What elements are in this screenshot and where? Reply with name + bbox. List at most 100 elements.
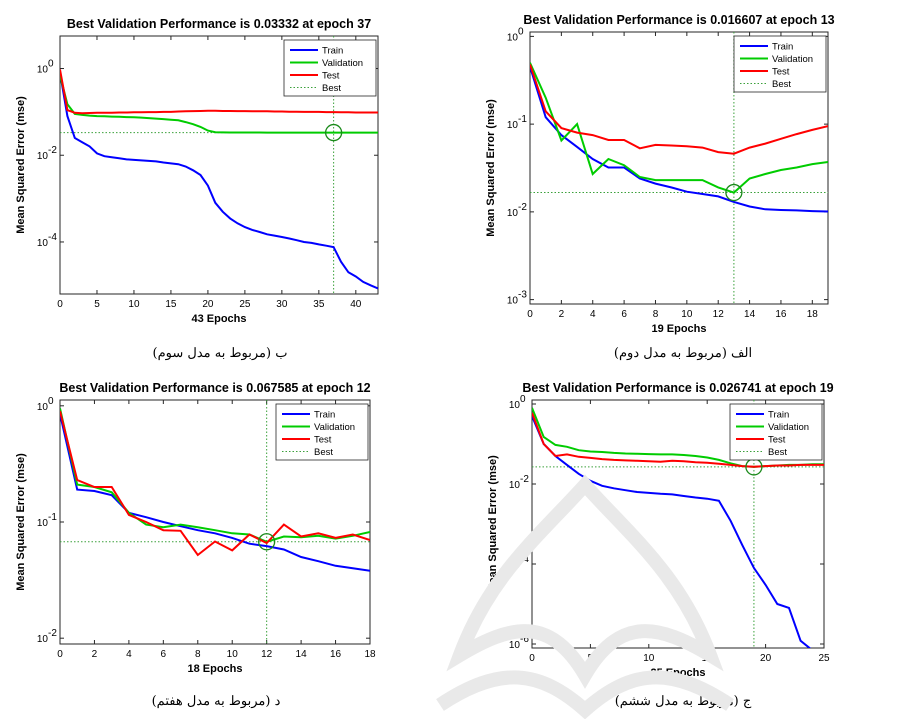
x-axis-label: 25 Epochs xyxy=(650,667,705,679)
x-tick-label: 14 xyxy=(296,649,308,660)
x-tick-label: 15 xyxy=(165,299,177,310)
legend-label: Best xyxy=(768,447,787,458)
legend-label: Best xyxy=(314,447,333,458)
x-tick-label: 16 xyxy=(775,309,787,320)
chart-panel-bottom-left: Best Validation Performance is 0.067585 … xyxy=(8,380,424,716)
best-marker xyxy=(324,123,343,142)
x-tick-label: 12 xyxy=(713,309,725,320)
legend-label: Test xyxy=(772,67,790,78)
x-tick-label: 2 xyxy=(559,309,565,320)
chart-title: Best Validation Performance is 0.067585 … xyxy=(59,381,370,395)
series-line-validation xyxy=(60,408,370,543)
x-tick-label: 16 xyxy=(330,649,342,660)
x-tick-label: 5 xyxy=(94,299,100,310)
y-tick-label: 10 xyxy=(37,65,49,76)
y-tick-exponent: -1 xyxy=(48,512,57,523)
legend-label: Validation xyxy=(772,54,813,65)
y-tick-label: 10 xyxy=(509,560,521,571)
y-tick-exponent: -4 xyxy=(520,554,529,565)
x-tick-label: 40 xyxy=(350,299,362,310)
legend-label: Train xyxy=(768,410,789,421)
y-tick-exponent: -1 xyxy=(518,114,527,125)
x-tick-label: 0 xyxy=(57,649,63,660)
y-tick-exponent: -2 xyxy=(48,628,57,639)
legend-label: Best xyxy=(772,79,791,90)
chart-title: Best Validation Performance is 0.026741 … xyxy=(522,381,833,395)
y-axis-label: Mean Squared Error (mse) xyxy=(15,453,27,591)
legend-label: Best xyxy=(322,83,341,94)
x-tick-label: 0 xyxy=(57,299,63,310)
legend-label: Validation xyxy=(314,422,355,433)
x-tick-label: 8 xyxy=(653,309,659,320)
series-line-validation xyxy=(60,74,378,134)
x-tick-label: 20 xyxy=(202,299,214,310)
y-tick-exponent: 0 xyxy=(48,396,54,407)
y-tick-label: 10 xyxy=(37,634,49,645)
chart-title: Best Validation Performance is 0.03332 a… xyxy=(67,17,371,31)
y-tick-label: 10 xyxy=(37,518,49,529)
x-axis-label: 19 Epochs xyxy=(651,323,706,335)
y-tick-label: 10 xyxy=(507,208,519,219)
x-tick-label: 10 xyxy=(227,649,239,660)
caption-bottom-left: د (مربوط به مدل هفتم) xyxy=(151,694,281,709)
legend-label: Validation xyxy=(768,422,809,433)
x-tick-label: 10 xyxy=(643,653,655,664)
y-tick-exponent: -6 xyxy=(520,634,529,645)
chart-top-left: Best Validation Performance is 0.03332 a… xyxy=(15,17,379,325)
x-tick-label: 6 xyxy=(621,309,627,320)
y-tick-label: 10 xyxy=(507,120,519,131)
series-line-train xyxy=(60,72,378,290)
y-axis-label: Mean Squared Error (mse) xyxy=(485,99,497,237)
y-tick-label: 10 xyxy=(507,296,519,307)
x-tick-label: 10 xyxy=(681,309,693,320)
caption-top-right: الف (مربوط به مدل دوم) xyxy=(613,346,753,361)
y-tick-label: 10 xyxy=(507,32,519,43)
x-tick-label: 6 xyxy=(161,649,167,660)
series-group xyxy=(60,69,378,290)
x-tick-label: 12 xyxy=(261,649,273,660)
series-group xyxy=(60,408,370,572)
caption-top-left: ب (مربوط به مدل سوم) xyxy=(152,346,288,361)
caption-bottom-right: ج (مربوط به مدل ششم) xyxy=(614,694,752,709)
x-tick-label: 35 xyxy=(313,299,325,310)
y-tick-label: 10 xyxy=(509,640,521,651)
legend-label: Train xyxy=(772,42,793,53)
y-tick-exponent: 0 xyxy=(518,26,524,37)
y-axis-label: Mean Squared Error (mse) xyxy=(15,96,27,234)
y-tick-exponent: -3 xyxy=(518,290,527,301)
x-tick-label: 14 xyxy=(744,309,756,320)
chart-panel-top-left: Best Validation Performance is 0.03332 a… xyxy=(4,8,436,364)
x-tick-label: 5 xyxy=(588,653,594,664)
chart-top-right: Best Validation Performance is 0.016607 … xyxy=(485,13,835,335)
series-line-test xyxy=(530,64,828,155)
x-tick-label: 4 xyxy=(126,649,132,660)
series-line-train xyxy=(530,66,828,213)
x-tick-label: 10 xyxy=(128,299,140,310)
y-tick-exponent: -2 xyxy=(518,202,527,213)
y-tick-exponent: 0 xyxy=(520,394,526,405)
x-axis-label: 43 Epochs xyxy=(191,313,246,325)
y-tick-label: 10 xyxy=(37,238,49,249)
legend-label: Test xyxy=(314,435,332,446)
legend-label: Train xyxy=(314,410,335,421)
y-tick-exponent: -2 xyxy=(48,145,57,156)
x-tick-label: 30 xyxy=(276,299,288,310)
x-tick-label: 18 xyxy=(807,309,819,320)
y-axis-label: Mean Squared Error (mse) xyxy=(487,455,499,593)
best-marker xyxy=(258,533,276,551)
x-tick-label: 4 xyxy=(590,309,596,320)
y-tick-label: 10 xyxy=(37,151,49,162)
x-tick-label: 25 xyxy=(239,299,251,310)
y-tick-label: 10 xyxy=(37,402,49,413)
y-tick-exponent: -2 xyxy=(520,474,529,485)
chart-bottom-left: Best Validation Performance is 0.067585 … xyxy=(15,381,376,675)
x-tick-label: 20 xyxy=(760,653,772,664)
x-tick-label: 0 xyxy=(527,309,533,320)
y-tick-label: 10 xyxy=(509,400,521,411)
chart-title: Best Validation Performance is 0.016607 … xyxy=(523,13,834,27)
x-tick-label: 2 xyxy=(92,649,98,660)
